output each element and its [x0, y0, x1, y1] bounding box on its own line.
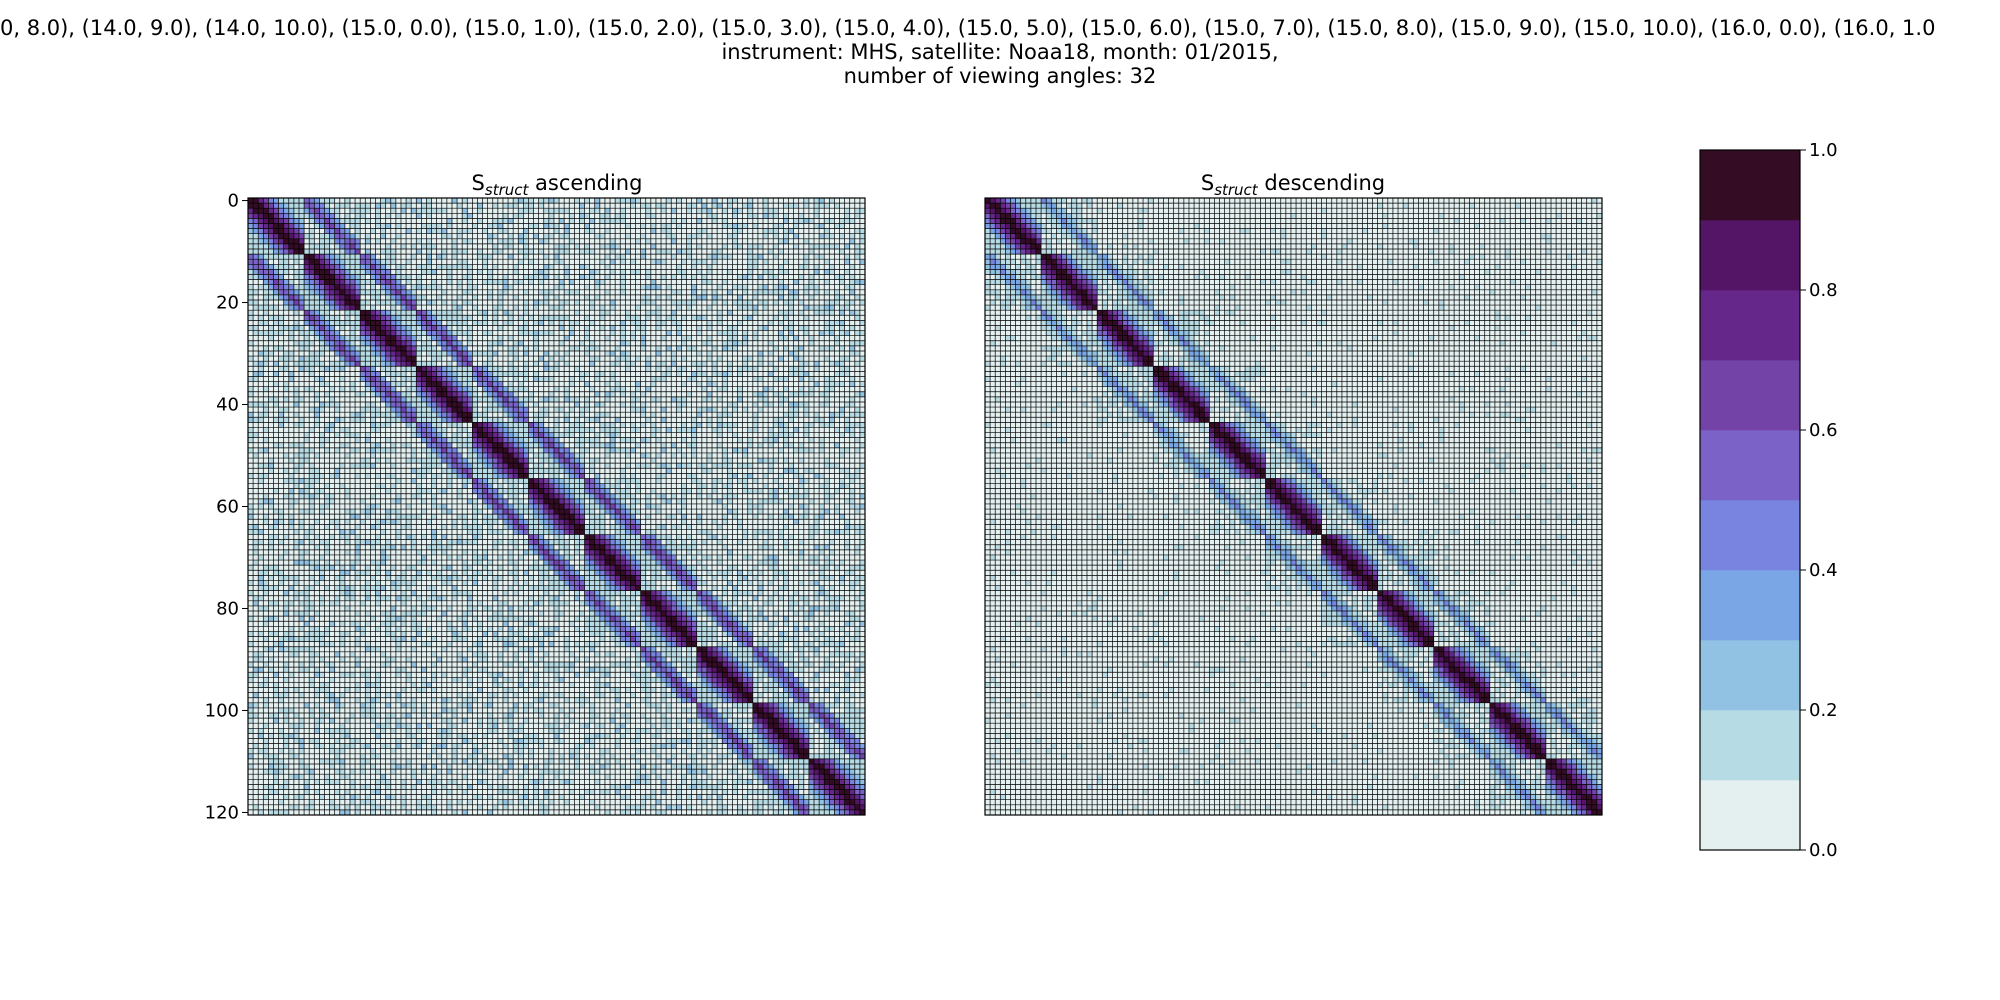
colorbar-segment: [1700, 710, 1800, 780]
colorbar-tick-label: 0.0: [1809, 840, 1838, 861]
heatmap-ascending: Sstruct ascending 0 20 40 60 80 100 120: [205, 171, 865, 823]
colorbar: 0.0 0.2 0.4 0.6 0.8 1.0: [1700, 140, 1838, 861]
y-tick-label: 80: [216, 598, 239, 619]
heatmap-ascending-title: Sstruct ascending: [472, 171, 643, 199]
y-tick-label: 0: [228, 191, 239, 212]
colorbar-segment: [1700, 640, 1800, 710]
colorbar-segment: [1700, 290, 1800, 360]
colorbar-segment: [1700, 150, 1800, 220]
heatmap-cells-ascending: [248, 198, 865, 815]
colorbar-segment: [1700, 780, 1800, 850]
heatmap-descending-title: Sstruct descending: [1201, 171, 1385, 199]
y-tick-label: 20: [216, 293, 239, 314]
colorbar-segment: [1700, 360, 1800, 430]
colorbar-segment: [1700, 570, 1800, 640]
heatmap-descending: Sstruct descending: [985, 171, 1602, 815]
colorbar-tick-label: 1.0: [1809, 140, 1838, 161]
y-tick-label: 40: [216, 395, 239, 416]
colorbar-segment: [1700, 430, 1800, 500]
y-tick-label: 60: [216, 497, 239, 518]
colorbar-tick-label: 0.6: [1809, 420, 1838, 441]
colorbar-tick-label: 0.2: [1809, 700, 1838, 721]
y-tick-label: 100: [205, 700, 239, 721]
colorbar-segment: [1700, 500, 1800, 570]
heatmap-ascending-y-axis: 0 20 40 60 80 100 120: [205, 191, 248, 824]
colorbar-tick-label: 0.4: [1809, 560, 1838, 581]
heatmap-cells-descending: [985, 198, 1602, 815]
y-tick-label: 120: [205, 802, 239, 823]
colorbar-tick-label: 0.8: [1809, 280, 1838, 301]
colorbar-segment: [1700, 220, 1800, 290]
